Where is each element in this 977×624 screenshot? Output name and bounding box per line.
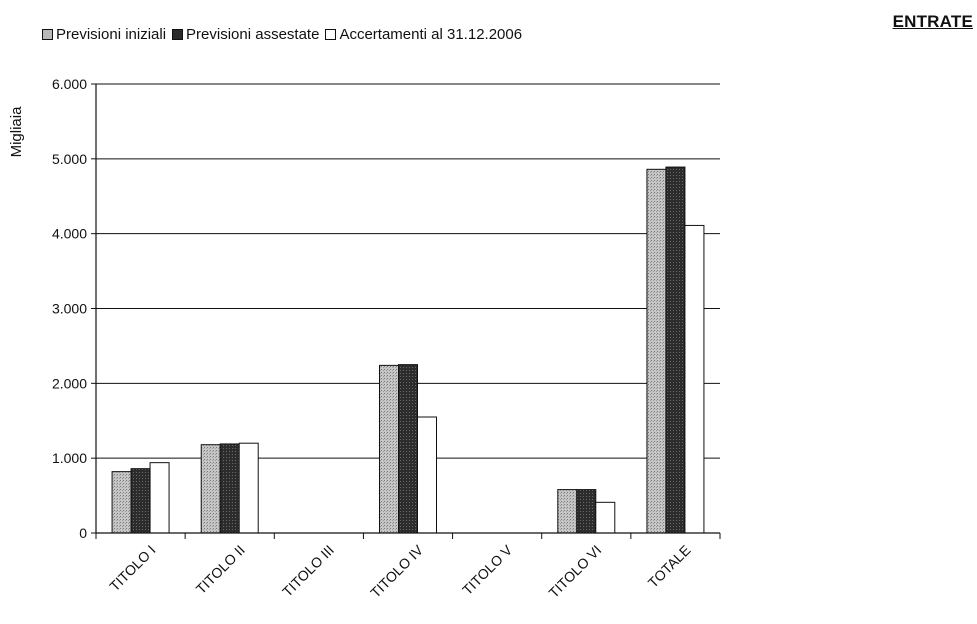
bar-0-1	[200, 444, 221, 534]
y-tick-label: 5.000	[52, 151, 87, 167]
x-category-label: TITOLO III	[279, 542, 337, 600]
y-tick-label: 1.000	[52, 450, 87, 466]
bar-2-5	[595, 501, 616, 534]
chart-legend: Previsioni iniziali Previsioni assestate…	[42, 26, 522, 43]
y-tick-label: 3.000	[52, 301, 87, 317]
legend-swatch-previsioni-assestate	[172, 29, 184, 40]
bar-0-3	[379, 364, 399, 534]
bar-1-6	[665, 166, 686, 534]
legend-swatch-previsioni-iniziali	[42, 29, 53, 40]
corner-title: ENTRATE	[892, 12, 973, 31]
legend-label-previsioni-assestate: Previsioni assestate	[186, 26, 320, 43]
bar-1-1	[219, 443, 240, 534]
bar-1-5	[576, 489, 597, 534]
bar-2-1	[238, 442, 259, 534]
x-category-label: TOTALE	[645, 542, 694, 591]
bar-0-0	[111, 471, 132, 534]
y-tick-label: 2.000	[52, 375, 87, 391]
y-tick-label: 0	[79, 525, 87, 541]
x-category-label: TITOLO II	[193, 542, 248, 597]
x-category-label: TITOLO VI	[545, 542, 604, 601]
bar-0-5	[557, 489, 578, 534]
y-tick-label: 4.000	[52, 226, 87, 242]
legend-swatch-accertamenti	[325, 29, 337, 40]
legend-label-accertamenti: Accertamenti al 31.12.2006	[339, 26, 523, 43]
bar-2-3	[417, 416, 437, 534]
legend-item-previsioni-assestate: Previsioni assestate	[172, 26, 319, 43]
x-category-label: TITOLO V	[459, 541, 516, 598]
y-axis-title: Migliaia	[8, 106, 25, 158]
legend-item-previsioni-iniziali: Previsioni iniziali	[42, 26, 166, 43]
bar-1-0	[130, 468, 151, 534]
bars	[111, 166, 705, 534]
legend-label-previsioni-iniziali: Previsioni iniziali	[56, 26, 167, 43]
bar-0-6	[646, 168, 667, 534]
bar-2-6	[684, 224, 705, 534]
x-category-label: TITOLO I	[106, 542, 158, 594]
axes	[91, 83, 721, 539]
y-tick-label: 6.000	[52, 76, 87, 92]
bar-2-0	[149, 462, 170, 534]
x-category-label: TITOLO IV	[367, 541, 426, 600]
bar-1-3	[398, 364, 418, 534]
legend-item-accertamenti: Accertamenti al 31.12.2006	[325, 26, 522, 43]
